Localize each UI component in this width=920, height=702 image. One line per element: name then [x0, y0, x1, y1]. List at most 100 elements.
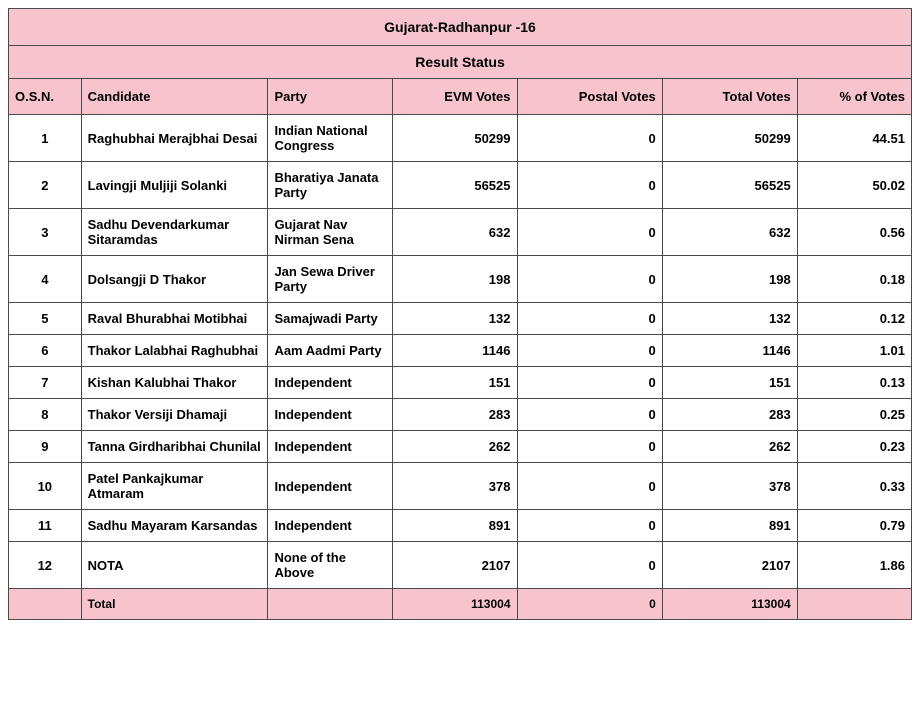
- cell-evm: 132: [392, 303, 517, 335]
- cell-pct: 44.51: [797, 115, 911, 162]
- cell-party: Gujarat Nav Nirman Sena: [268, 209, 393, 256]
- cell-party: Independent: [268, 399, 393, 431]
- cell-evm: 891: [392, 510, 517, 542]
- cell-party: Aam Aadmi Party: [268, 335, 393, 367]
- cell-osn: 7: [9, 367, 82, 399]
- col-header-postal: Postal Votes: [517, 79, 662, 115]
- cell-postal: 0: [517, 303, 662, 335]
- cell-postal: 0: [517, 115, 662, 162]
- cell-postal: 0: [517, 367, 662, 399]
- footer-blank: [9, 589, 82, 620]
- cell-evm: 283: [392, 399, 517, 431]
- footer-row: Total 113004 0 113004: [9, 589, 912, 620]
- cell-total: 132: [662, 303, 797, 335]
- table-row: 9Tanna Girdharibhai ChunilalIndependent 2…: [9, 431, 912, 463]
- cell-evm: 1146: [392, 335, 517, 367]
- cell-total: 2107: [662, 542, 797, 589]
- col-header-osn: O.S.N.: [9, 79, 82, 115]
- cell-evm: 632: [392, 209, 517, 256]
- cell-evm: 378: [392, 463, 517, 510]
- cell-pct: 0.18: [797, 256, 911, 303]
- cell-candidate: Tanna Girdharibhai Chunilal: [81, 431, 268, 463]
- table-title: Gujarat-Radhanpur -16: [9, 9, 912, 46]
- cell-candidate: NOTA: [81, 542, 268, 589]
- cell-osn: 6: [9, 335, 82, 367]
- cell-candidate: Thakor Lalabhai Raghubhai: [81, 335, 268, 367]
- cell-candidate: Lavingji Muljiji Solanki: [81, 162, 268, 209]
- cell-pct: 1.86: [797, 542, 911, 589]
- table-subtitle: Result Status: [9, 46, 912, 79]
- cell-postal: 0: [517, 431, 662, 463]
- cell-osn: 11: [9, 510, 82, 542]
- results-table: Gujarat-Radhanpur -16 Result Status O.S.…: [8, 8, 912, 620]
- col-header-evm: EVM Votes: [392, 79, 517, 115]
- table-row: 4Dolsangji D ThakorJan Sewa Driver Party…: [9, 256, 912, 303]
- cell-candidate: Sadhu Devendarkumar Sitaramdas: [81, 209, 268, 256]
- cell-osn: 1: [9, 115, 82, 162]
- cell-total: 632: [662, 209, 797, 256]
- footer-pct: [797, 589, 911, 620]
- cell-total: 50299: [662, 115, 797, 162]
- cell-party: Independent: [268, 367, 393, 399]
- cell-party: Indian National Congress: [268, 115, 393, 162]
- table-row: 2Lavingji Muljiji SolankiBharatiya Janat…: [9, 162, 912, 209]
- cell-evm: 2107: [392, 542, 517, 589]
- cell-evm: 50299: [392, 115, 517, 162]
- cell-osn: 5: [9, 303, 82, 335]
- cell-party: Independent: [268, 431, 393, 463]
- footer-total: 113004: [662, 589, 797, 620]
- cell-party: Independent: [268, 510, 393, 542]
- cell-total: 56525: [662, 162, 797, 209]
- footer-evm: 113004: [392, 589, 517, 620]
- cell-candidate: Sadhu Mayaram Karsandas: [81, 510, 268, 542]
- footer-label: Total: [81, 589, 268, 620]
- cell-party: Samajwadi Party: [268, 303, 393, 335]
- table-row: 11Sadhu Mayaram KarsandasIndependent8910…: [9, 510, 912, 542]
- cell-party: None of the Above: [268, 542, 393, 589]
- col-header-candidate: Candidate: [81, 79, 268, 115]
- cell-candidate: Thakor Versiji Dhamaji: [81, 399, 268, 431]
- cell-total: 198: [662, 256, 797, 303]
- cell-total: 378: [662, 463, 797, 510]
- col-header-total: Total Votes: [662, 79, 797, 115]
- cell-total: 1146: [662, 335, 797, 367]
- table-body: 1Raghubhai Merajbhai DesaiIndian Nationa…: [9, 115, 912, 589]
- cell-osn: 10: [9, 463, 82, 510]
- cell-pct: 0.25: [797, 399, 911, 431]
- cell-osn: 8: [9, 399, 82, 431]
- cell-postal: 0: [517, 542, 662, 589]
- cell-party: Bharatiya Janata Party: [268, 162, 393, 209]
- table-row: 5Raval Bhurabhai MotibhaiSamajwadi Party…: [9, 303, 912, 335]
- cell-pct: 0.23: [797, 431, 911, 463]
- cell-candidate: Dolsangji D Thakor: [81, 256, 268, 303]
- cell-candidate: Raval Bhurabhai Motibhai: [81, 303, 268, 335]
- cell-total: 283: [662, 399, 797, 431]
- cell-pct: 0.56: [797, 209, 911, 256]
- cell-pct: 0.12: [797, 303, 911, 335]
- cell-osn: 4: [9, 256, 82, 303]
- cell-osn: 3: [9, 209, 82, 256]
- table-row: 6Thakor Lalabhai RaghubhaiAam Aadmi Part…: [9, 335, 912, 367]
- cell-postal: 0: [517, 209, 662, 256]
- cell-candidate: Raghubhai Merajbhai Desai: [81, 115, 268, 162]
- cell-postal: 0: [517, 463, 662, 510]
- cell-pct: 0.13: [797, 367, 911, 399]
- cell-postal: 0: [517, 256, 662, 303]
- cell-postal: 0: [517, 510, 662, 542]
- table-row: 3Sadhu Devendarkumar SitaramdasGujarat N…: [9, 209, 912, 256]
- table-row: 8Thakor Versiji DhamajiIndependent283028…: [9, 399, 912, 431]
- cell-evm: 198: [392, 256, 517, 303]
- cell-postal: 0: [517, 335, 662, 367]
- table-row: 12NOTANone of the Above2107021071.86: [9, 542, 912, 589]
- cell-pct: 1.01: [797, 335, 911, 367]
- cell-total: 151: [662, 367, 797, 399]
- col-header-party: Party: [268, 79, 393, 115]
- footer-postal: 0: [517, 589, 662, 620]
- cell-osn: 9: [9, 431, 82, 463]
- cell-party: Independent: [268, 463, 393, 510]
- cell-total: 891: [662, 510, 797, 542]
- cell-pct: 0.79: [797, 510, 911, 542]
- cell-total: 262: [662, 431, 797, 463]
- cell-pct: 50.02: [797, 162, 911, 209]
- cell-osn: 2: [9, 162, 82, 209]
